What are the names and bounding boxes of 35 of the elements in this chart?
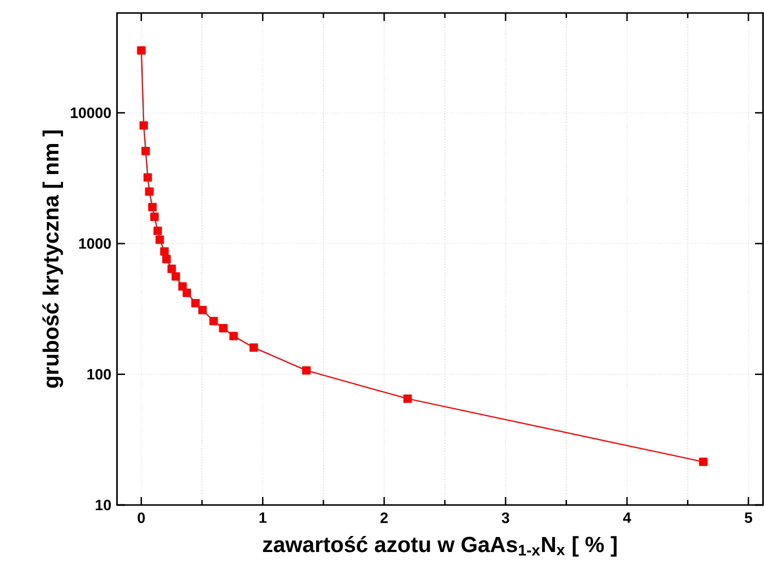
- point: [141, 146, 150, 156]
- point: [229, 332, 238, 340]
- x-tick-label: 3: [502, 512, 510, 524]
- y-tick-label: 10: [96, 500, 111, 510]
- point: [198, 306, 207, 314]
- point: [137, 46, 146, 55]
- point: [150, 212, 159, 222]
- x-tick-label: 1: [260, 512, 266, 523]
- point: [162, 254, 171, 264]
- y-tick-label: 100: [87, 368, 111, 380]
- x-axis-title: zawartość azotu w GaAs$_{1-x}$N$_{x}$ [ % ]: [263, 536, 617, 557]
- point: [148, 202, 157, 212]
- point: [219, 324, 228, 332]
- point: [403, 394, 412, 403]
- point: [191, 298, 200, 308]
- point: [302, 366, 310, 375]
- point: [209, 316, 218, 326]
- point: [156, 236, 164, 244]
- x-tick-label: 2: [380, 512, 388, 523]
- y-axis-title: grubość krytyczna [ nm ]: [42, 130, 64, 388]
- x-tick-label: 5: [744, 512, 752, 523]
- point: [250, 343, 258, 352]
- point: [172, 272, 180, 281]
- y-tick-label: 10000: [70, 108, 111, 118]
- point: [153, 226, 162, 236]
- point: [144, 173, 152, 182]
- point: [182, 288, 192, 297]
- x-tick-label: 4: [623, 512, 632, 523]
- point: [167, 264, 176, 274]
- point: [140, 121, 148, 130]
- x-tick-label: 0: [138, 512, 145, 524]
- point: [160, 247, 169, 256]
- point: [145, 187, 154, 196]
- y-tick-label: 1000: [79, 238, 111, 249]
- point: [699, 458, 708, 466]
